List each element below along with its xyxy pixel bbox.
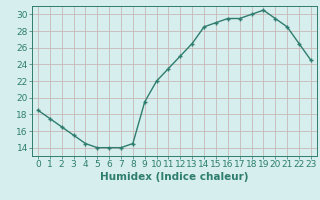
X-axis label: Humidex (Indice chaleur): Humidex (Indice chaleur) [100, 172, 249, 182]
